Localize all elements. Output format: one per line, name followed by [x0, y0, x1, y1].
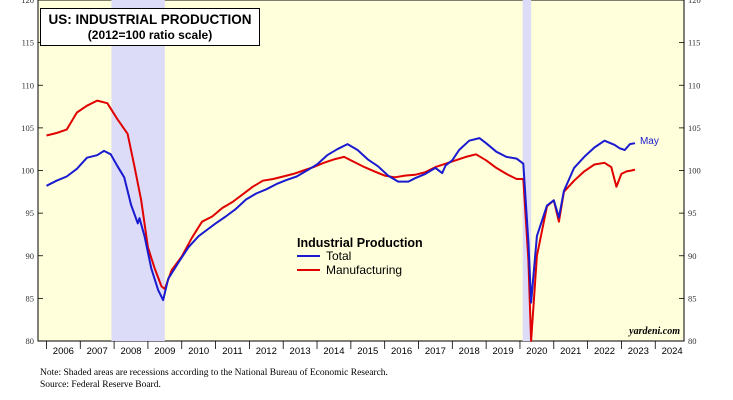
- legend-label-manufacturing: Manufacturing: [326, 263, 402, 277]
- series-line-total: [46, 137, 636, 304]
- x-tick-label: 2006: [53, 346, 74, 357]
- footnote-source: Source: Federal Reserve Board.: [40, 380, 161, 390]
- x-tick-label: 2011: [222, 346, 242, 357]
- x-tick-label: 2021: [560, 346, 581, 357]
- x-tick-label: 2022: [594, 346, 615, 357]
- y-tick-label-right: 105: [688, 123, 701, 133]
- y-tick-label-left: 90: [26, 251, 35, 261]
- y-tick-label-left: 105: [21, 123, 34, 133]
- y-tick-label-right: 90: [688, 251, 697, 261]
- y-tick-label-left: 80: [26, 336, 35, 346]
- footnote-recessions: Note: Shaded areas are recessions accord…: [40, 368, 388, 378]
- y-tick-label-left: 95: [26, 208, 35, 218]
- y-tick-label-right: 85: [688, 293, 697, 303]
- x-tick-label: 2018: [459, 346, 480, 357]
- x-tick-label: 2015: [357, 346, 378, 357]
- y-tick-label-right: 95: [688, 208, 697, 218]
- x-tick-label: 2009: [154, 346, 175, 357]
- y-tick-label-right: 110: [688, 80, 700, 90]
- x-tick-label: 2013: [290, 346, 311, 357]
- x-tick-label: 2014: [323, 346, 344, 357]
- y-tick-label-left: 85: [26, 293, 35, 303]
- x-tick-label: 2020: [526, 346, 547, 357]
- chart-subtitle: (2012=100 ratio scale): [87, 28, 213, 42]
- x-tick-label: 2012: [256, 346, 277, 357]
- x-tick-label: 2008: [120, 346, 141, 357]
- x-tick-label: 2016: [391, 346, 412, 357]
- y-tick-label-right: 115: [688, 38, 700, 48]
- y-tick-label-right: 100: [688, 166, 701, 176]
- y-tick-label-left: 110: [22, 80, 34, 90]
- y-tick-label-right: 80: [688, 336, 697, 346]
- x-tick-label: 2024: [662, 346, 683, 357]
- y-tick-label-left: 100: [21, 166, 34, 176]
- end-label-may: May: [640, 136, 659, 147]
- x-tick-label: 2017: [425, 346, 446, 357]
- chart-title: US: INDUSTRIAL PRODUCTION: [48, 12, 252, 27]
- x-tick-label: 2019: [492, 346, 513, 357]
- y-tick-label-left: 115: [22, 38, 34, 48]
- x-tick-label: 2010: [188, 346, 209, 357]
- x-tick-label: 2023: [628, 346, 649, 357]
- legend-title: Industrial Production: [297, 236, 423, 250]
- y-tick-label-right: 120: [688, 0, 701, 5]
- recession-band-2: [522, 0, 532, 341]
- series-line-manufacturing: [46, 99, 636, 342]
- watermark-text: yardeni.com: [628, 326, 680, 337]
- x-tick-label: 2007: [87, 346, 108, 357]
- chart-title-box: US: INDUSTRIAL PRODUCTION (2012=100 rati…: [40, 8, 260, 46]
- legend-label-total: Total: [326, 249, 351, 263]
- y-tick-label-left: 120: [21, 0, 34, 5]
